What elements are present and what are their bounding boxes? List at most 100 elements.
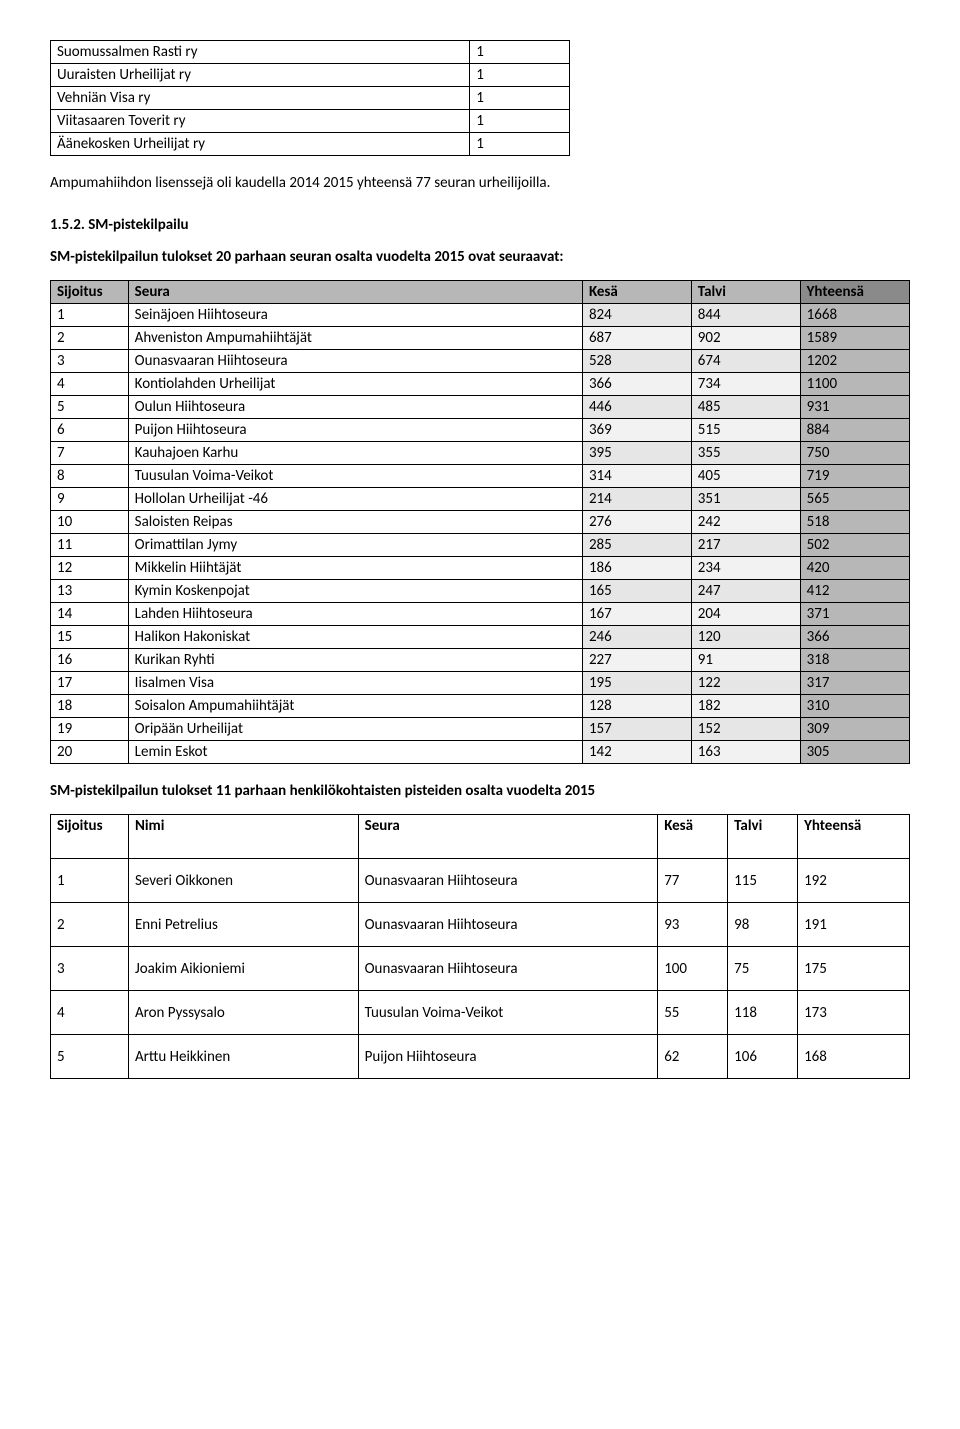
personal-header-cell: Yhteensä xyxy=(798,815,910,859)
team-cell: 395 xyxy=(582,442,691,465)
team-cell: Kontiolahden Urheilijat xyxy=(128,373,582,396)
team-cell: 719 xyxy=(800,465,909,488)
club-cell: Vehniän Visa ry xyxy=(51,87,470,110)
team-results-table: SijoitusSeuraKesäTalviYhteensä 1Seinäjoe… xyxy=(50,280,910,764)
team-cell: 446 xyxy=(582,396,691,419)
personal-cell: Aron Pyssysalo xyxy=(128,991,358,1035)
team-cell: 163 xyxy=(691,741,800,764)
team-cell: Iisalmen Visa xyxy=(128,672,582,695)
club-list-table: Suomussalmen Rasti ry1Uuraisten Urheilij… xyxy=(50,40,570,156)
team-cell: 750 xyxy=(800,442,909,465)
personal-header-cell: Seura xyxy=(358,815,658,859)
team-cell: 4 xyxy=(51,373,129,396)
team-cell: Halikon Hakoniskat xyxy=(128,626,582,649)
team-header-cell: Yhteensä xyxy=(800,281,909,304)
club-cell: Äänekosken Urheilijat ry xyxy=(51,133,470,156)
team-cell: 214 xyxy=(582,488,691,511)
team-cell: 18 xyxy=(51,695,129,718)
personal-cell: Enni Petrelius xyxy=(128,903,358,947)
team-cell: Oulun Hiihtoseura xyxy=(128,396,582,419)
intro-paragraph: Ampumahiihdon lisenssejä oli kaudella 20… xyxy=(50,174,910,192)
personal-cell: 175 xyxy=(798,947,910,991)
team-cell: 674 xyxy=(691,350,800,373)
personal-cell: Tuusulan Voima-Veikot xyxy=(358,991,658,1035)
team-cell: 366 xyxy=(800,626,909,649)
team-cell: 371 xyxy=(800,603,909,626)
team-cell: 157 xyxy=(582,718,691,741)
team-cell: Hollolan Urheilijat -46 xyxy=(128,488,582,511)
team-cell: 485 xyxy=(691,396,800,419)
team-header-cell: Seura xyxy=(128,281,582,304)
personal-cell: 118 xyxy=(728,991,798,1035)
team-cell: 142 xyxy=(582,741,691,764)
team-cell: Soisalon Ampumahiihtäjät xyxy=(128,695,582,718)
team-cell: Puijon Hiihtoseura xyxy=(128,419,582,442)
team-cell: 355 xyxy=(691,442,800,465)
personal-cell: Ounasvaaran Hiihtoseura xyxy=(358,947,658,991)
team-cell: 9 xyxy=(51,488,129,511)
team-cell: 242 xyxy=(691,511,800,534)
team-cell: 247 xyxy=(691,580,800,603)
personal-cell: Arttu Heikkinen xyxy=(128,1035,358,1079)
personal-cell: 62 xyxy=(658,1035,728,1079)
team-header-cell: Sijoitus xyxy=(51,281,129,304)
club-cell: 1 xyxy=(470,87,570,110)
team-cell: 10 xyxy=(51,511,129,534)
team-cell: 824 xyxy=(582,304,691,327)
club-cell: 1 xyxy=(470,110,570,133)
team-cell: Orimattilan Jymy xyxy=(128,534,582,557)
team-cell: 502 xyxy=(800,534,909,557)
team-cell: 2 xyxy=(51,327,129,350)
club-cell: Viitasaaren Toverit ry xyxy=(51,110,470,133)
team-cell: 17 xyxy=(51,672,129,695)
team-cell: 902 xyxy=(691,327,800,350)
team-cell: Mikkelin Hiihtäjät xyxy=(128,557,582,580)
personal-header-cell: Sijoitus xyxy=(51,815,129,859)
team-cell: 528 xyxy=(582,350,691,373)
team-cell: 13 xyxy=(51,580,129,603)
team-cell: 412 xyxy=(800,580,909,603)
team-header-cell: Kesä xyxy=(582,281,691,304)
team-cell: 182 xyxy=(691,695,800,718)
team-cell: 366 xyxy=(582,373,691,396)
personal-cell: 168 xyxy=(798,1035,910,1079)
team-cell: 120 xyxy=(691,626,800,649)
team-cell: 318 xyxy=(800,649,909,672)
personal-cell: Ounasvaaran Hiihtoseura xyxy=(358,903,658,947)
team-cell: 1 xyxy=(51,304,129,327)
team-cell: Ahveniston Ampumahiihtäjät xyxy=(128,327,582,350)
team-cell: 3 xyxy=(51,350,129,373)
personal-cell: 100 xyxy=(658,947,728,991)
team-cell: Tuusulan Voima-Veikot xyxy=(128,465,582,488)
team-header-cell: Talvi xyxy=(691,281,800,304)
personal-cell: 1 xyxy=(51,859,129,903)
team-cell: 1589 xyxy=(800,327,909,350)
personal-cell: 77 xyxy=(658,859,728,903)
team-cell: 195 xyxy=(582,672,691,695)
personal-results-table: SijoitusNimiSeuraKesäTalviYhteensä 1Seve… xyxy=(50,814,910,1079)
team-cell: 1202 xyxy=(800,350,909,373)
personal-cell: 98 xyxy=(728,903,798,947)
team-cell: 1668 xyxy=(800,304,909,327)
team-cell: 217 xyxy=(691,534,800,557)
team-cell: 351 xyxy=(691,488,800,511)
personal-results-intro: SM-pistekilpailun tulokset 11 parhaan he… xyxy=(50,782,910,800)
team-cell: 152 xyxy=(691,718,800,741)
team-cell: 8 xyxy=(51,465,129,488)
team-cell: 844 xyxy=(691,304,800,327)
team-cell: 19 xyxy=(51,718,129,741)
team-cell: 285 xyxy=(582,534,691,557)
personal-cell: Puijon Hiihtoseura xyxy=(358,1035,658,1079)
personal-cell: 3 xyxy=(51,947,129,991)
team-cell: 122 xyxy=(691,672,800,695)
personal-cell: Ounasvaaran Hiihtoseura xyxy=(358,859,658,903)
team-cell: Kymin Koskenpojat xyxy=(128,580,582,603)
team-cell: 165 xyxy=(582,580,691,603)
club-cell: 1 xyxy=(470,64,570,87)
team-cell: 5 xyxy=(51,396,129,419)
team-cell: 20 xyxy=(51,741,129,764)
team-cell: Kauhajoen Karhu xyxy=(128,442,582,465)
team-cell: Oripään Urheilijat xyxy=(128,718,582,741)
personal-header-cell: Kesä xyxy=(658,815,728,859)
team-cell: Seinäjoen Hiihtoseura xyxy=(128,304,582,327)
